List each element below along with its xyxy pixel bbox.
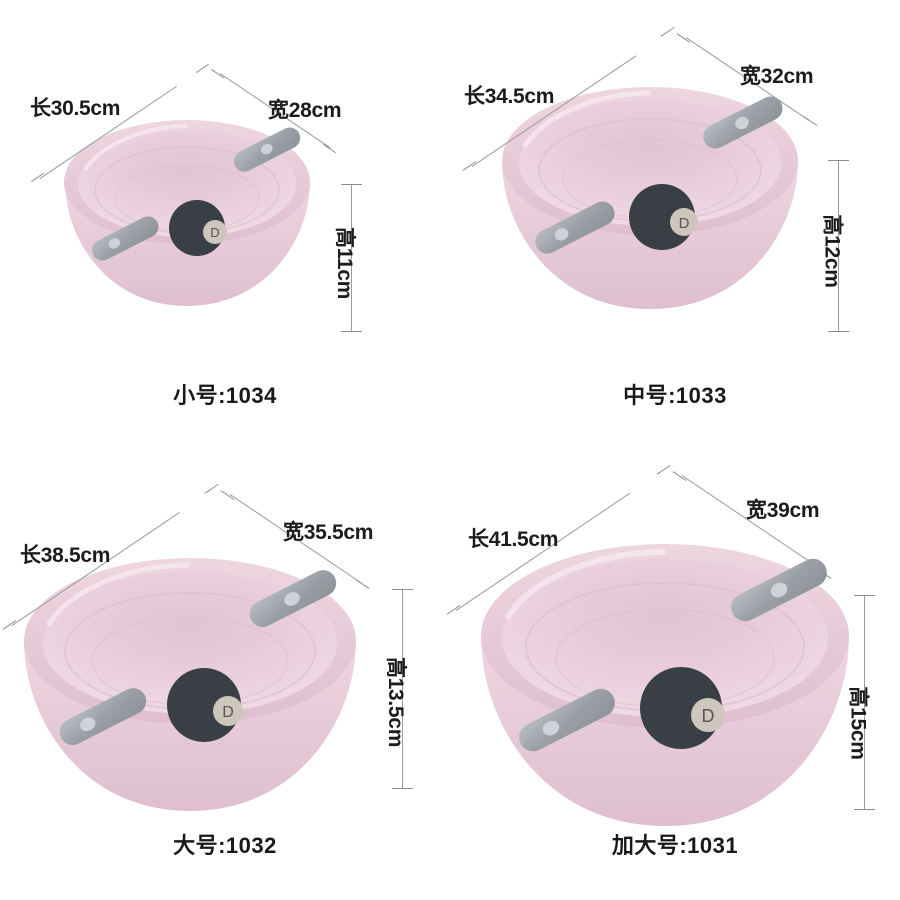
length-tick-start-medium xyxy=(462,160,477,172)
height-label-small: 高11cm xyxy=(333,226,357,300)
length-tick-end-medium xyxy=(660,26,675,38)
svg-text:D: D xyxy=(702,706,715,726)
basin-image-medium: D xyxy=(490,75,810,330)
length-label-medium: 长34.5cm xyxy=(464,85,555,108)
width-tick-end-small xyxy=(323,143,337,154)
length-label-large: 长38.5cm xyxy=(20,544,111,567)
product-panel-small: D 长30.5cm 宽28cm 高11cm 小号:1034 xyxy=(0,0,450,450)
width-label-medium: 宽32cm xyxy=(740,65,814,88)
length-tick-end-large xyxy=(204,483,219,495)
height-tick-bottom-medium xyxy=(828,331,849,333)
height-tick-bottom-small xyxy=(341,331,362,333)
width-label-large: 宽35.5cm xyxy=(283,521,374,544)
caption-medium: 中号:1033 xyxy=(623,383,727,408)
basin-image-small: D xyxy=(55,110,320,325)
height-dimension-line-extra-large xyxy=(864,595,866,810)
height-label-extra-large: 高15cm xyxy=(846,686,870,760)
product-sticker-small: D xyxy=(169,200,227,256)
height-label-medium: 高12cm xyxy=(820,214,844,288)
height-tick-top-medium xyxy=(828,160,849,162)
basin-image-extra-large: D xyxy=(465,530,865,850)
product-panel-extra-large: D 长41.5cm 宽39cm 高15cm 加大号:1031 xyxy=(446,450,900,900)
product-sticker-large: D xyxy=(167,668,243,742)
svg-text:D: D xyxy=(210,225,219,240)
product-sticker-medium: D xyxy=(629,184,698,250)
width-label-extra-large: 宽39cm xyxy=(746,499,820,522)
length-tick-end-small xyxy=(196,63,210,74)
svg-text:D: D xyxy=(222,704,234,721)
height-dimension-line-small xyxy=(351,184,353,332)
length-tick-end-extra-large xyxy=(656,464,671,476)
caption-large: 大号:1032 xyxy=(173,833,277,858)
length-label-small: 长30.5cm xyxy=(30,97,121,120)
height-label-large: 高13.5cm xyxy=(384,656,408,748)
caption-extra-large: 加大号:1031 xyxy=(611,833,739,858)
product-panel-medium: D 长34.5cm 宽32cm 高12cm 中号:1033 xyxy=(450,0,900,450)
height-tick-top-extra-large xyxy=(854,595,875,597)
basin-image-large: D xyxy=(10,545,370,835)
height-dimension-line-medium xyxy=(838,160,840,332)
height-tick-top-small xyxy=(341,184,362,186)
svg-text:D: D xyxy=(679,215,690,232)
height-tick-bottom-large xyxy=(392,788,413,790)
height-tick-top-large xyxy=(392,589,413,591)
height-tick-bottom-extra-large xyxy=(854,809,875,811)
width-label-small: 宽28cm xyxy=(268,99,342,122)
product-sticker-extra-large: D xyxy=(640,667,725,749)
height-dimension-line-large xyxy=(402,589,404,789)
length-label-extra-large: 长41.5cm xyxy=(468,528,559,551)
product-panel-large: D 长38.5cm 宽35.5cm 高13.5cm 大号:1032 xyxy=(0,450,450,900)
caption-small: 小号:1034 xyxy=(173,383,277,408)
